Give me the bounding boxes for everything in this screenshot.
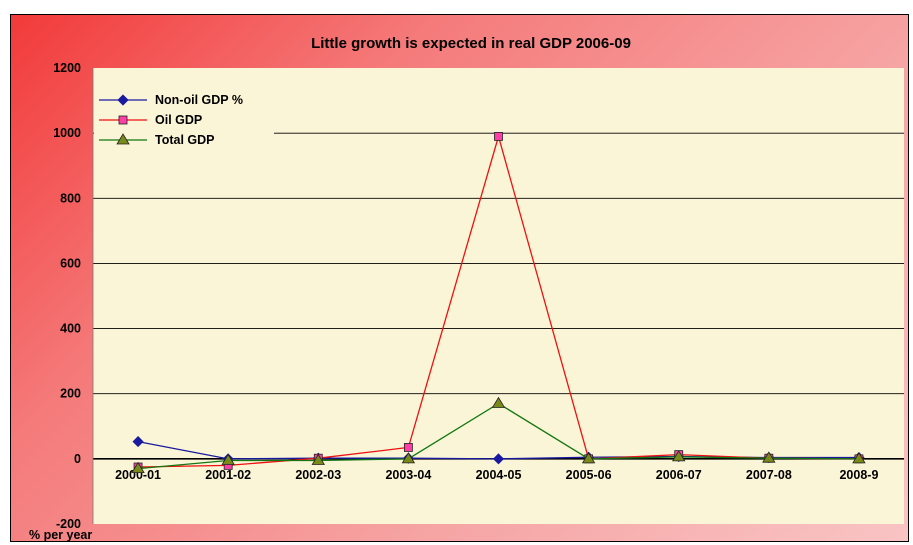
chart-frame: -200 0 200 400 600 800 1000 1200 2000-01 2001-02… — [10, 14, 909, 542]
x-axis-ticks: 2000-01 2001-02 2002-03 2003-04 2004-05 2005-… — [115, 468, 878, 482]
y-tick-label: 1000 — [53, 126, 81, 140]
data-point — [131, 461, 145, 474]
data-point — [132, 436, 144, 448]
x-tick-label: 2005-06 — [566, 468, 612, 482]
x-tick-label: 2006-07 — [656, 468, 702, 482]
data-point — [403, 443, 413, 452]
y-tick-label: 400 — [60, 322, 81, 336]
series-lines — [131, 132, 866, 474]
y-tick-label: 0 — [74, 452, 81, 466]
data-point — [494, 132, 503, 141]
legend-label: Total GDP — [155, 133, 215, 147]
y-tick-label: 600 — [60, 256, 81, 270]
data-point — [492, 453, 505, 465]
data-point — [581, 452, 596, 464]
data-point — [311, 453, 325, 465]
data-point — [491, 396, 506, 408]
data-point — [401, 452, 416, 464]
y-tick-label: -200 — [56, 517, 81, 531]
x-tick-label: 2000-01 — [115, 468, 161, 482]
x-tick-label: 2003-04 — [385, 468, 431, 482]
data-point — [762, 451, 776, 463]
x-tick-label: 2001-02 — [205, 468, 251, 482]
x-tick-label: 2007-08 — [746, 468, 792, 482]
y-axis-label: % per year — [29, 528, 92, 542]
y-tick-label: 1200 — [53, 61, 81, 75]
chart-svg: -200 0 200 400 600 800 1000 1200 2000-01 2001-02… — [29, 35, 904, 542]
x-tick-label: 2008-9 — [839, 468, 878, 482]
legend-marker — [116, 133, 130, 145]
chart-title: Little growth is expected in real GDP 20… — [311, 35, 631, 52]
x-tick-label: 2002-03 — [295, 468, 341, 482]
legend: Non-oil GDP % Oil GDP Total GDP — [94, 85, 274, 155]
y-tick-label: 200 — [60, 387, 81, 401]
data-point — [221, 453, 235, 465]
legend-label: Non-oil GDP % — [155, 93, 243, 107]
y-tick-label: 800 — [60, 191, 81, 205]
data-point — [852, 452, 866, 464]
x-tick-label: 2004-05 — [476, 468, 522, 482]
data-point — [672, 450, 686, 462]
legend-marker — [117, 94, 129, 106]
legend-marker — [118, 115, 128, 125]
legend-label: Oil GDP — [155, 113, 202, 127]
